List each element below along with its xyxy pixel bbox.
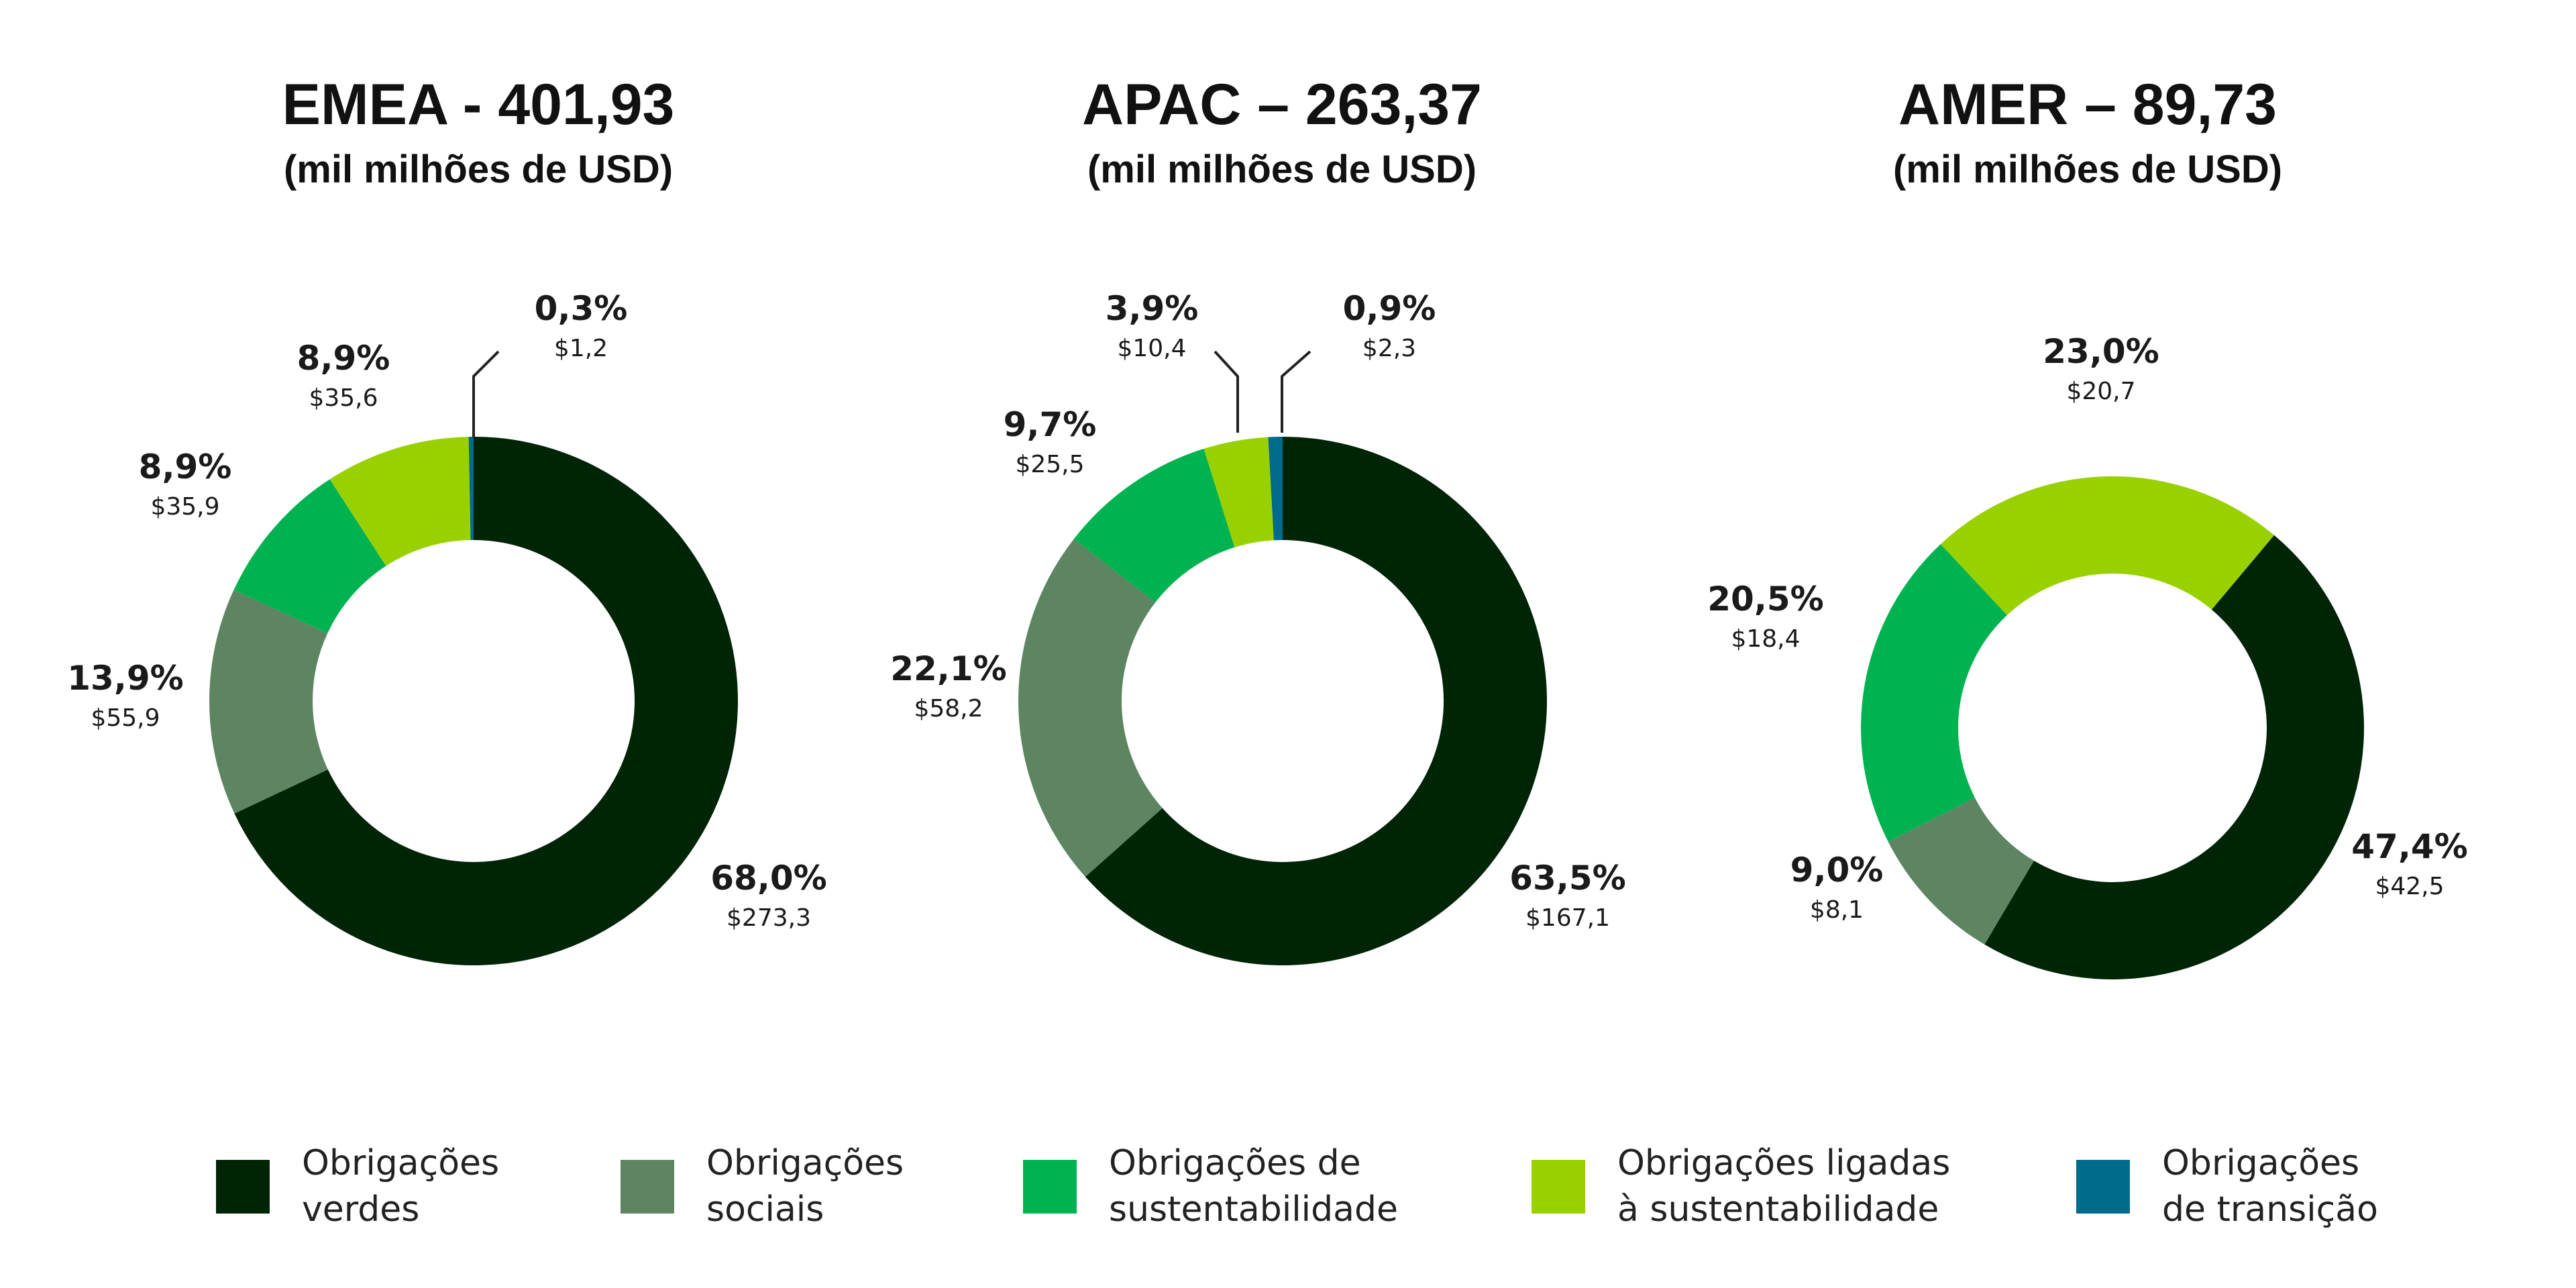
data-label-pct: 68,0% (710, 859, 826, 898)
legend-swatch (2076, 1160, 2130, 1214)
donut-slice-sustainability-linked (329, 437, 471, 566)
data-label-value: $55,9 (91, 704, 160, 732)
apac-subtitle: (mil milhões de USD) (1087, 148, 1477, 191)
data-label-value: $20,7 (2066, 378, 2135, 405)
legend-label: Obrigações de (1109, 1143, 1361, 1183)
data-label-value: $18,4 (1731, 625, 1800, 653)
data-label-pct: 23,0% (2043, 332, 2159, 371)
legend-label: sociais (706, 1189, 824, 1230)
donut-slice-social (209, 590, 328, 814)
legend-item-sustainability: Obrigações de sustentabilidade (1023, 1143, 1398, 1230)
legend-label: Obrigações (706, 1143, 904, 1183)
legend-label: de transição (2162, 1189, 2378, 1230)
amer-title: AMER – 89,73 (1898, 72, 2277, 137)
data-label-pct: 8,9% (139, 447, 232, 486)
data-label-value: $167,1 (1525, 904, 1610, 932)
donut-slice-transition (468, 437, 474, 541)
leader-line (1281, 350, 1311, 433)
legend-label: Obrigações (2162, 1143, 2359, 1183)
legend-label: sustentabilidade (1109, 1189, 1398, 1230)
donut-slice-sustainability (233, 479, 386, 634)
data-label-value: $8,1 (1810, 896, 1864, 924)
data-label-value: $35,6 (309, 384, 378, 412)
emea-title: EMEA - 401,93 (282, 72, 675, 137)
legend-label: Obrigações (302, 1143, 499, 1183)
leader-line (472, 350, 500, 437)
data-label-value: $42,5 (2375, 873, 2444, 900)
data-label-pct: 20,5% (1707, 580, 1823, 619)
data-label-value: $25,5 (1015, 451, 1084, 478)
data-label-value: $35,9 (150, 493, 219, 521)
legend-label: Obrigações ligadas (1617, 1143, 1950, 1183)
data-label-pct: 63,5% (1509, 859, 1625, 898)
data-label-pct: 22,1% (890, 649, 1006, 688)
donut-slice-green (1085, 437, 1548, 965)
legend-label: à sustentabilidade (1617, 1189, 1939, 1230)
donut-slice-sustainability (1073, 448, 1235, 602)
apac-title: APAC – 263,37 (1082, 72, 1482, 137)
data-label-pct: 8,9% (297, 339, 390, 378)
data-label-pct: 3,9% (1106, 289, 1199, 328)
legend-swatch (1023, 1160, 1077, 1214)
legend-item-green: Obrigações verdes (216, 1143, 499, 1230)
donut-slice-sustainability-linked (1203, 437, 1274, 547)
donut-slice-social (1888, 798, 2035, 945)
donut-slice-social (1018, 539, 1163, 877)
emea-subtitle: (mil milhões de USD) (284, 148, 673, 191)
legend-item-sustainability-linked: Obrigações ligadas à sustentabilidade (1532, 1143, 1950, 1230)
donut-slice-green (1984, 535, 2364, 979)
amer-subtitle: (mil milhões de USD) (1893, 148, 2282, 191)
data-label-value: $58,2 (914, 695, 983, 722)
donut-slice-sustainability-linked (1940, 476, 2275, 615)
donut-slice-transition (1268, 437, 1283, 541)
legend: Obrigações verdes Obrigações sociais Obr… (216, 1143, 2378, 1230)
legend-label: verdes (302, 1189, 419, 1230)
data-label-value: $273,3 (727, 904, 811, 932)
legend-swatch (1532, 1160, 1585, 1214)
data-label-value: $10,4 (1117, 335, 1186, 362)
data-label-pct: 0,3% (535, 289, 628, 328)
data-label-pct: 9,0% (1790, 851, 1884, 890)
legend-swatch (621, 1160, 674, 1214)
data-label-pct: 9,7% (1004, 405, 1097, 444)
legend-item-transition: Obrigações de transição (2076, 1143, 2378, 1230)
data-label-pct: 47,4% (2351, 827, 2467, 866)
donut-slice-green (234, 437, 738, 965)
data-label-value: $2,3 (1362, 335, 1416, 362)
data-label-value: $1,2 (554, 335, 608, 362)
leader-line (1214, 350, 1239, 433)
data-label-pct: 0,9% (1343, 289, 1436, 328)
legend-item-social: Obrigações sociais (621, 1143, 904, 1230)
data-label-pct: 13,9% (67, 659, 183, 698)
legend-swatch (216, 1160, 270, 1214)
donut-slice-sustainability (1861, 544, 2007, 842)
